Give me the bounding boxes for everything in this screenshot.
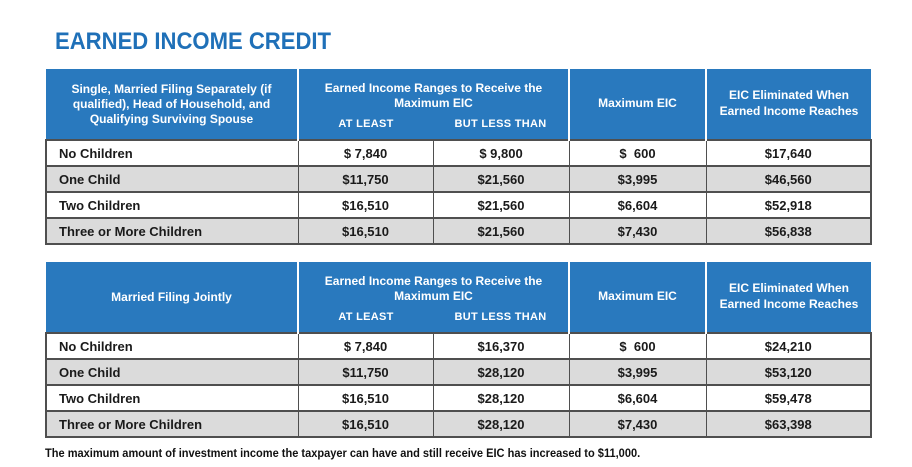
but-less-than-header: BUT LESS THAN: [433, 306, 569, 333]
maximum-eic-value: $3,995: [568, 165, 707, 193]
maximum-eic-header: Maximum EIC: [568, 69, 706, 140]
table-row: No Children $ 7,840 $ 9,800 $ 600 $17,640: [45, 139, 872, 167]
table-body: No Children $ 7,840 $16,370 $ 600 $24,210 One…: [45, 332, 872, 438]
at-least-value: $16,510: [297, 217, 434, 245]
row-label: No Children: [45, 332, 299, 360]
maximum-eic-value: $ 600: [568, 332, 707, 360]
eic-table-married-jointly: Married Filing Jointly Earned Income Ran…: [45, 262, 872, 438]
maximum-eic-value: $7,430: [568, 410, 707, 438]
table-body: No Children $ 7,840 $ 9,800 $ 600 $17,640 One…: [45, 139, 872, 245]
at-least-value: $11,750: [297, 165, 434, 193]
table-row: Three or More Children $16,510 $21,560 $7,4…: [45, 217, 872, 245]
at-least-header: AT LEAST: [297, 306, 433, 333]
row-label: Two Children: [45, 191, 299, 219]
maximum-eic-value: $6,604: [568, 384, 707, 412]
at-least-value: $ 7,840: [297, 139, 434, 167]
eic-eliminated-value: $56,838: [705, 217, 872, 245]
table-row: No Children $ 7,840 $16,370 $ 600 $24,210: [45, 332, 872, 360]
row-label: No Children: [45, 139, 299, 167]
eic-eliminated-value: $53,120: [705, 358, 872, 386]
but-less-than-value: $28,120: [432, 358, 570, 386]
table-row: One Child $11,750 $21,560 $3,995 $46,560: [45, 165, 872, 193]
at-least-value: $ 7,840: [297, 332, 434, 360]
range-group-header: Earned Income Ranges to Receive the Maxi…: [297, 69, 569, 113]
row-label: Three or More Children: [45, 410, 299, 438]
maximum-eic-value: $7,430: [568, 217, 707, 245]
footnote: The maximum amount of investment income …: [45, 448, 641, 460]
eic-eliminated-value: $52,918: [705, 191, 872, 219]
but-less-than-value: $16,370: [432, 332, 570, 360]
eic-eliminated-header: EIC Eliminated When Earned Income Reache…: [705, 69, 871, 140]
but-less-than-value: $21,560: [432, 191, 570, 219]
page-title: EARNED INCOME CREDIT: [55, 28, 332, 55]
eic-table-single: Single, Married Filing Separately (if qu…: [45, 69, 872, 245]
maximum-eic-value: $3,995: [568, 358, 707, 386]
table-row: One Child $11,750 $28,120 $3,995 $53,120: [45, 358, 872, 386]
table-row: Three or More Children $16,510 $28,120 $7,4…: [45, 410, 872, 438]
but-less-than-value: $21,560: [432, 217, 570, 245]
filing-status-header: Single, Married Filing Separately (if qu…: [46, 69, 298, 140]
eic-eliminated-value: $46,560: [705, 165, 872, 193]
but-less-than-value: $28,120: [432, 410, 570, 438]
range-group-header: Earned Income Ranges to Receive the Maxi…: [297, 262, 569, 306]
eic-eliminated-value: $17,640: [705, 139, 872, 167]
eic-eliminated-header: EIC Eliminated When Earned Income Reache…: [705, 262, 871, 333]
but-less-than-header: BUT LESS THAN: [433, 113, 569, 140]
at-least-value: $16,510: [297, 384, 434, 412]
filing-status-header: Married Filing Jointly: [46, 262, 298, 333]
but-less-than-value: $28,120: [432, 384, 570, 412]
eic-eliminated-value: $59,478: [705, 384, 872, 412]
row-label: One Child: [45, 165, 299, 193]
at-least-header: AT LEAST: [297, 113, 433, 140]
maximum-eic-value: $6,604: [568, 191, 707, 219]
row-label: Three or More Children: [45, 217, 299, 245]
table-row: Two Children $16,510 $28,120 $6,604 $59,478: [45, 384, 872, 412]
but-less-than-value: $21,560: [432, 165, 570, 193]
row-label: One Child: [45, 358, 299, 386]
table-header: Single, Married Filing Separately (if qu…: [46, 69, 871, 140]
eic-eliminated-value: $24,210: [705, 332, 872, 360]
table-row: Two Children $16,510 $21,560 $6,604 $52,918: [45, 191, 872, 219]
table-header: Married Filing Jointly Earned Income Ran…: [46, 262, 871, 333]
eic-eliminated-value: $63,398: [705, 410, 872, 438]
row-label: Two Children: [45, 384, 299, 412]
at-least-value: $16,510: [297, 410, 434, 438]
at-least-value: $11,750: [297, 358, 434, 386]
maximum-eic-value: $ 600: [568, 139, 707, 167]
maximum-eic-header: Maximum EIC: [568, 262, 706, 333]
at-least-value: $16,510: [297, 191, 434, 219]
but-less-than-value: $ 9,800: [432, 139, 570, 167]
